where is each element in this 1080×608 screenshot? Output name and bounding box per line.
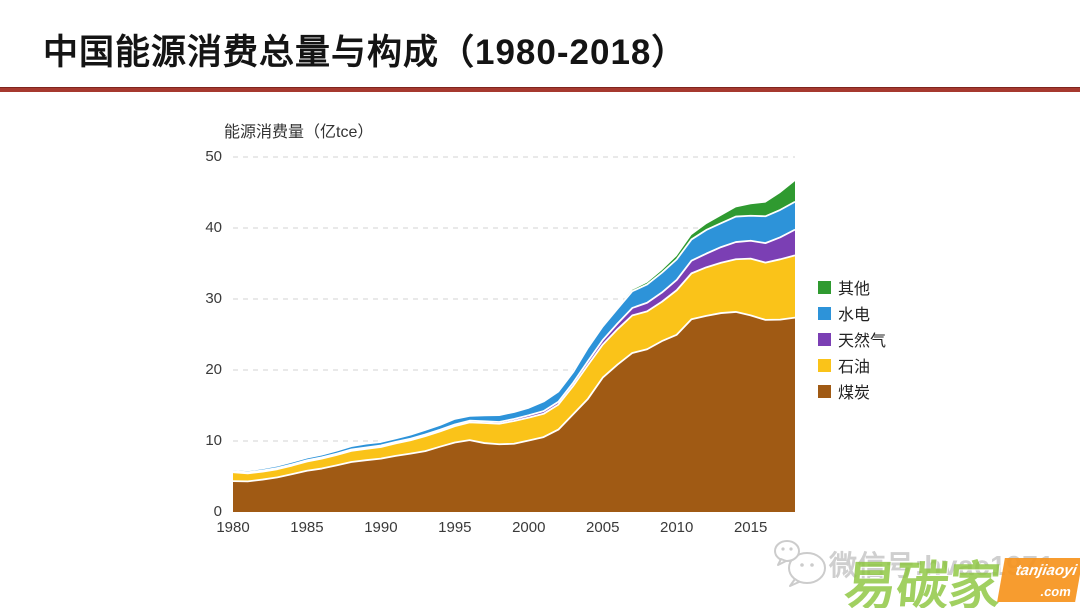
legend-label-other: 其他 — [838, 281, 871, 298]
legend-label-hydro: 水电 — [838, 307, 871, 324]
y-tick-0: 0 — [213, 503, 222, 520]
legend-label-coal: 煤炭 — [838, 385, 871, 402]
x-tick-1995: 1995 — [438, 519, 472, 536]
x-tick-2010: 2010 — [659, 519, 694, 536]
legend-item-gas: 天然气 — [818, 326, 886, 352]
legend-swatch-coal — [818, 384, 831, 398]
page-title: 中国能源消费总量与构成（1980-2018） — [43, 33, 688, 72]
area-coal — [233, 311, 795, 512]
legend-swatch-other — [818, 280, 831, 294]
legend-swatch-oil — [818, 358, 831, 372]
legend-label-oil: 石油 — [838, 359, 871, 376]
area-oil — [233, 255, 795, 482]
area-gas — [233, 229, 795, 474]
chart-legend: 其他水电天然气石油煤炭 — [818, 274, 886, 404]
wechat-icon — [774, 540, 826, 587]
separator-coal — [232, 311, 796, 483]
legend-item-oil: 石油 — [818, 352, 886, 378]
brand-badge: tanjiaoyi .com — [997, 558, 1080, 602]
legend-label-gas: 天然气 — [838, 333, 887, 350]
legend-swatch-hydro — [818, 306, 831, 320]
title-divider — [0, 87, 1080, 92]
brand-latin: tanjiaoyi — [1014, 562, 1079, 579]
x-tick-1990: 1990 — [364, 519, 398, 536]
x-tick-2015: 2015 — [733, 519, 768, 536]
separator-oil — [232, 254, 796, 475]
x-tick-2000: 2000 — [512, 519, 546, 536]
y-tick-30: 30 — [205, 290, 222, 307]
y-tick-10: 10 — [205, 432, 222, 449]
legend-item-coal: 煤炭 — [818, 378, 886, 404]
y-tick-20: 20 — [205, 361, 222, 378]
x-tick-1980: 1980 — [216, 519, 250, 536]
brand-domain: .com — [1039, 584, 1073, 599]
brand-text: 易碳家 — [841, 558, 1004, 608]
separator-hydro — [232, 200, 796, 472]
y-tick-40: 40 — [205, 219, 222, 236]
legend-item-hydro: 水电 — [818, 300, 886, 326]
watermark: 微信号:hvac1971 易碳家 tanjiaoyi .com — [773, 534, 1080, 608]
y-axis-title: 能源消费量（亿tce） — [224, 124, 374, 141]
legend-swatch-gas — [818, 332, 831, 346]
separator-gas — [232, 228, 796, 474]
x-tick-2005: 2005 — [586, 519, 620, 536]
y-tick-50: 50 — [205, 148, 222, 165]
area-other — [233, 181, 795, 471]
x-tick-1985: 1985 — [290, 519, 324, 536]
legend-item-other: 其他 — [818, 274, 886, 300]
